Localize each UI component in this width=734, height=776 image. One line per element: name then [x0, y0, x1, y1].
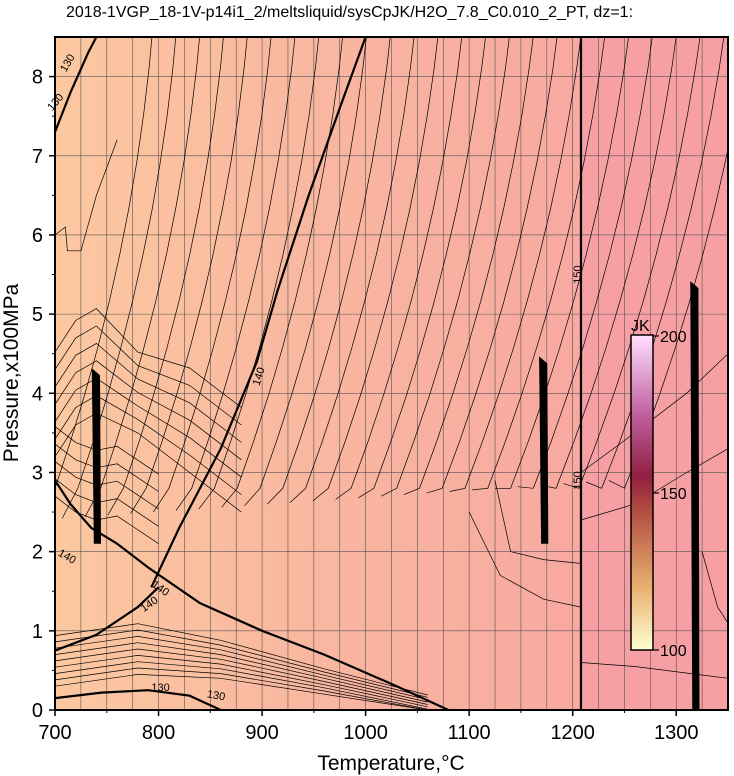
thin-contours — [55, 37, 728, 710]
thin-contour — [495, 37, 629, 489]
thin-contour — [540, 37, 677, 489]
bold-contour-130 — [55, 37, 98, 133]
thin-contour — [380, 37, 510, 497]
colorbar-gradient — [630, 334, 654, 651]
thin-contour — [267, 37, 391, 505]
anomaly-columns — [91, 281, 700, 710]
thin-contour — [563, 37, 701, 489]
thin-contour — [580, 353, 728, 473]
y-tick-label: 5 — [32, 304, 43, 326]
thin-contour — [55, 648, 428, 705]
thin-contour — [244, 37, 367, 506]
y-axis-label: Pressure,x100MPa — [0, 283, 23, 462]
chart-title: 2018-1VGP_18-1V-p14i1_2/meltsliquid/sysC… — [66, 4, 633, 21]
thin-contour — [55, 655, 428, 708]
y-tick-label: 7 — [32, 146, 43, 168]
bold-contour-140 — [150, 37, 367, 588]
thin-contour — [55, 636, 428, 701]
x-tick-label: 1200 — [550, 722, 595, 744]
bold-contour-140 — [55, 586, 160, 652]
contour-label: 140 — [251, 366, 268, 387]
thin-contour — [55, 623, 428, 696]
thin-contour — [55, 37, 153, 490]
thin-contour — [403, 37, 534, 495]
x-tick-label: 1100 — [448, 722, 491, 744]
thin-contour — [55, 395, 242, 495]
plot-frame — [54, 36, 729, 711]
bold-contour-140 — [55, 479, 449, 710]
contour-label: 130 — [151, 682, 169, 694]
x-tick-label: 800 — [142, 722, 175, 744]
y-tick-label: 1 — [32, 621, 43, 643]
x-axis-label: Temperature,°C — [317, 752, 464, 775]
thin-contour — [55, 342, 242, 443]
thin-contour — [358, 37, 486, 499]
thin-contour — [580, 448, 728, 521]
y-axis-ticks: 0 1 2 3 4 5 6 7 8 — [32, 67, 55, 722]
x-tick-label: 900 — [245, 722, 278, 744]
thin-contour — [449, 37, 582, 492]
anomaly-column — [690, 281, 700, 710]
bold-contour-130 — [55, 689, 222, 710]
colorbar-label-100: 100 — [660, 643, 687, 660]
colorbar-label-200: 200 — [660, 329, 687, 346]
thin-contour — [61, 37, 177, 519]
thin-contour — [55, 629, 428, 698]
thin-contour — [107, 37, 224, 516]
contour-label: 150 — [572, 471, 584, 489]
thin-contour — [312, 37, 439, 502]
thin-contour — [586, 37, 725, 489]
thin-contour — [55, 412, 242, 513]
thin-contour — [289, 37, 415, 503]
thin-contour — [153, 37, 272, 513]
y-tick-label: 3 — [32, 462, 43, 484]
thin-contour — [472, 37, 606, 491]
thin-contour — [55, 139, 118, 252]
x-tick-label: 700 — [38, 722, 71, 744]
thin-contour — [468, 511, 582, 608]
y-tick-label: 0 — [32, 700, 43, 722]
thin-contour — [55, 667, 428, 710]
thin-contour — [55, 674, 428, 710]
thin-contour — [55, 661, 428, 710]
y-tick-label: 8 — [32, 67, 43, 89]
thin-contour — [221, 37, 343, 508]
anomaly-column — [91, 368, 102, 544]
thin-contour — [517, 37, 653, 489]
thin-contour — [84, 37, 200, 517]
thin-contour — [580, 662, 728, 679]
anomaly-column — [539, 356, 549, 544]
x-axis-ticks: 700 800 900 1000 1100 1200 1300 — [38, 710, 698, 744]
x-tick-label: 1300 — [654, 722, 699, 744]
bold-contours — [55, 37, 583, 710]
x-tick-label: 1000 — [343, 722, 388, 744]
y-tick-label: 6 — [32, 225, 43, 247]
thin-contour — [335, 37, 463, 500]
thin-contour — [55, 377, 242, 478]
thin-contour — [426, 37, 558, 494]
contour-label: 150 — [572, 265, 584, 283]
colorbar-label-150: 150 — [660, 486, 687, 503]
thin-contour — [55, 642, 428, 703]
thin-contour — [55, 325, 242, 426]
thin-contour — [55, 308, 242, 408]
y-tick-label: 2 — [32, 542, 43, 564]
colorbar: JK 200 150 100 — [630, 318, 687, 660]
thin-contour — [701, 551, 728, 624]
colorbar-unit: JK — [631, 318, 650, 335]
thin-contour — [55, 360, 242, 461]
y-tick-label: 4 — [32, 383, 43, 405]
thin-contour — [494, 480, 582, 564]
contour-label: 130 — [206, 688, 226, 703]
